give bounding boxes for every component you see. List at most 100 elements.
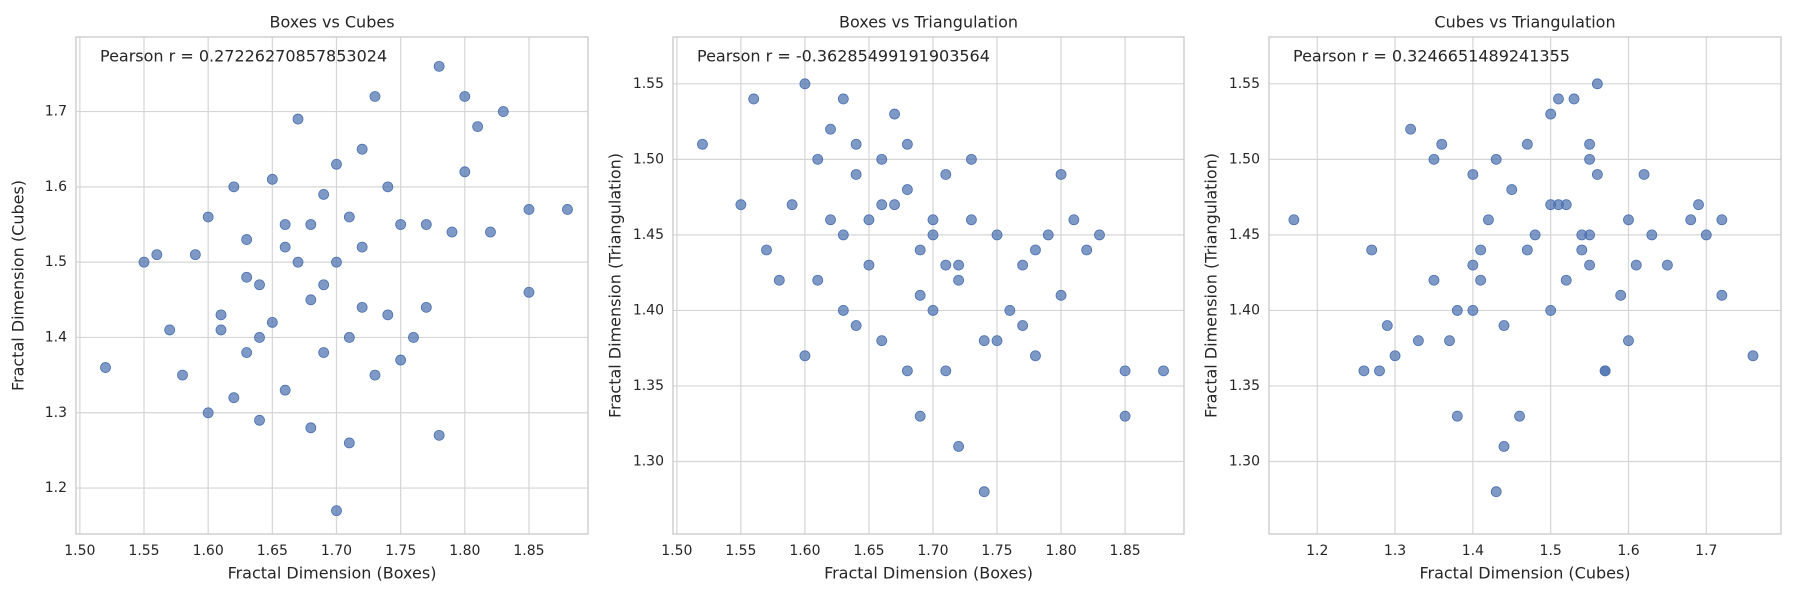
point: [433, 429, 445, 441]
chart-title: Boxes vs Triangulation: [839, 13, 1018, 32]
point: [1545, 108, 1557, 120]
point: [164, 324, 176, 336]
point: [1405, 123, 1417, 135]
point: [485, 226, 496, 238]
point: [1055, 289, 1067, 301]
point: [228, 181, 240, 193]
x-tick-label: 1.85: [1110, 543, 1141, 559]
point: [1716, 214, 1728, 226]
y-tick-label: 1.30: [1229, 453, 1260, 469]
point: [343, 211, 355, 223]
y-tick-label: 1.2: [45, 480, 67, 496]
x-axis-label: Fractal Dimension (Boxes): [228, 564, 437, 583]
annotation: Pearson r = 0.27226270857853024: [100, 47, 387, 66]
point: [446, 226, 458, 238]
point: [100, 362, 111, 373]
point: [1568, 93, 1580, 105]
point: [1591, 78, 1603, 90]
point: [1366, 244, 1378, 256]
point: [863, 214, 875, 226]
point: [1119, 410, 1131, 422]
point: [279, 384, 291, 396]
point: [497, 106, 509, 117]
point: [901, 365, 913, 377]
point: [1094, 229, 1105, 241]
point: [1381, 320, 1393, 331]
point: [1068, 214, 1080, 226]
point: [266, 173, 278, 185]
point: [901, 184, 913, 195]
point: [1584, 153, 1595, 165]
point: [914, 244, 926, 256]
point: [927, 229, 939, 241]
point: [1475, 274, 1487, 286]
x-tick-label: 1.75: [385, 543, 416, 559]
point: [991, 335, 1003, 347]
point: [202, 211, 214, 223]
chart-title: Cubes vs Triangulation: [1434, 13, 1615, 32]
point: [459, 166, 471, 178]
point: [1451, 305, 1463, 316]
point: [343, 437, 355, 449]
point: [523, 286, 535, 298]
point: [1017, 259, 1029, 271]
point: [562, 204, 573, 215]
point: [138, 256, 150, 268]
point: [1498, 320, 1510, 331]
point: [940, 259, 952, 271]
point: [1584, 138, 1595, 150]
point: [215, 309, 227, 321]
point: [799, 78, 811, 90]
point: [369, 369, 381, 381]
point: [1623, 214, 1634, 226]
point: [369, 91, 381, 102]
point: [292, 256, 304, 268]
point: [850, 320, 862, 331]
point: [382, 181, 394, 193]
x-tick-label: 1.60: [193, 543, 224, 559]
point: [786, 199, 798, 211]
point: [305, 219, 317, 230]
point: [420, 301, 432, 313]
point: [254, 279, 265, 291]
point: [241, 234, 253, 245]
point: [1055, 169, 1067, 180]
point: [356, 241, 368, 253]
axes-frame: [672, 36, 1185, 535]
x-axis-label: Fractal Dimension (Cubes): [1419, 564, 1630, 583]
point: [279, 219, 291, 230]
x-tick-label: 1.65: [257, 543, 288, 559]
point: [1490, 486, 1502, 498]
point: [254, 332, 265, 343]
point: [735, 199, 747, 211]
y-axis-label: Fractal Dimension (Triangulation): [606, 153, 625, 418]
point: [1428, 153, 1440, 165]
subplot: 1.50 1.55 1.60 1.65 1.70 1.75 1.80 1.85 1.30 1.35…: [606, 13, 1185, 583]
x-tick-label: 1.5: [1540, 543, 1562, 559]
subplot: 1.50 1.55 1.60 1.65 1.70 1.75 1.80 1.85 1.2 1.3 1.…: [9, 13, 589, 583]
y-axis-label: Fractal Dimension (Cubes): [9, 180, 28, 391]
point: [215, 324, 227, 336]
point: [1158, 365, 1169, 377]
x-tick-label: 1.55: [128, 543, 159, 559]
subplot: 1.2 1.3 1.4 1.5 1.6 1.7 1.30 1.35 1.40 1.45 1.50 1.…: [1202, 13, 1782, 583]
y-axis-label: Fractal Dimension (Triangulation): [1202, 153, 1221, 418]
point: [825, 123, 836, 135]
point: [1685, 214, 1697, 226]
y-tick-label: 1.50: [1229, 151, 1260, 167]
point: [420, 219, 432, 230]
x-tick-label: 1.70: [917, 543, 948, 559]
point: [1358, 365, 1370, 377]
y-tick-label: 1.45: [633, 227, 664, 243]
point: [177, 369, 188, 381]
point: [966, 153, 977, 165]
point: [1119, 365, 1131, 377]
x-tick-label: 1.7: [1695, 543, 1717, 559]
y-tick-label: 1.7: [45, 104, 67, 120]
point: [1560, 199, 1572, 211]
x-tick-label: 1.75: [981, 543, 1012, 559]
axes-frame: [1268, 36, 1782, 535]
point: [433, 60, 445, 72]
point: [305, 422, 317, 434]
